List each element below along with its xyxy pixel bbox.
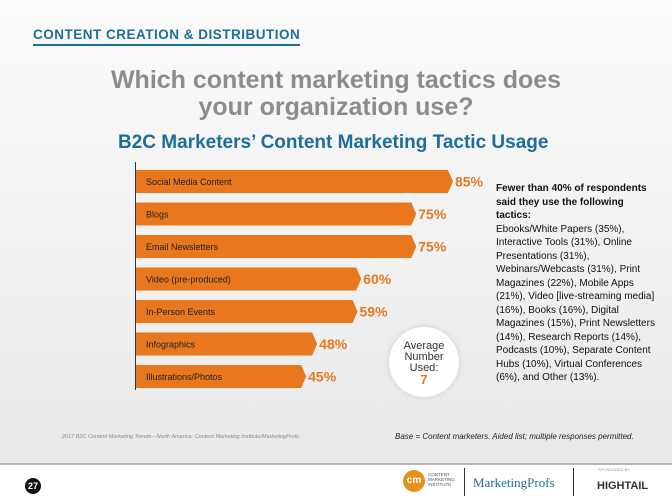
- sponsored-label: SPONSORED BY: [598, 467, 631, 472]
- bar: [136, 235, 417, 258]
- category-label: Social Media Content: [146, 177, 232, 187]
- category-label: Infographics: [146, 340, 196, 350]
- average-value: 7: [420, 372, 428, 387]
- question-title: Which content marketing tactics does you…: [110, 66, 562, 121]
- divider: [464, 468, 465, 496]
- section-heading: CONTENT CREATION & DISTRIBUTION: [33, 27, 301, 46]
- value-label: 75%: [418, 239, 447, 255]
- page-number: 27: [25, 478, 41, 494]
- category-label: Email Newsletters: [146, 242, 219, 252]
- side-note: Fewer than 40% of respondents said they …: [496, 182, 656, 385]
- cmi-logo: cm: [403, 470, 425, 492]
- average-badge: Average Number Used: 7: [389, 327, 459, 397]
- marketingprofs-logo: MarketingProfs: [473, 475, 555, 490]
- bar: [136, 202, 417, 226]
- value-label: 60%: [363, 271, 392, 287]
- bar: [136, 267, 362, 291]
- divider: [573, 468, 574, 496]
- value-label: 45%: [308, 369, 337, 385]
- average-label: Average Number Used:: [403, 340, 445, 374]
- bar: [136, 300, 358, 323]
- hightail-logo: HIGHTAIL: [597, 480, 649, 492]
- value-label: 85%: [455, 174, 484, 190]
- category-label: Video (pre-produced): [146, 275, 231, 285]
- value-label: 75%: [418, 206, 447, 222]
- value-label: 48%: [319, 336, 348, 352]
- cmi-logo-text: CONTENT MARKETING INSTITUTE: [428, 472, 455, 487]
- chart-title: B2C Marketers’ Content Marketing Tactic …: [118, 132, 549, 153]
- bar: [136, 170, 453, 193]
- source-note: 2017 B2C Content Marketing Trends—North …: [62, 434, 299, 440]
- bar: [136, 332, 318, 356]
- side-note-body: Ebooks/White Papers (35%), Interactive T…: [496, 223, 655, 384]
- value-label: 59%: [360, 304, 389, 320]
- bar: [136, 365, 307, 388]
- content-panel: [0, 0, 672, 465]
- category-label: Blogs: [146, 210, 169, 220]
- category-label: Illustrations/Photos: [146, 372, 223, 382]
- side-note-heading: Fewer than 40% of respondents said they …: [496, 183, 647, 221]
- category-label: In-Person Events: [146, 307, 216, 317]
- base-note: Base = Content marketers. Aided list; mu…: [395, 432, 634, 441]
- y-axis-line: [135, 162, 136, 390]
